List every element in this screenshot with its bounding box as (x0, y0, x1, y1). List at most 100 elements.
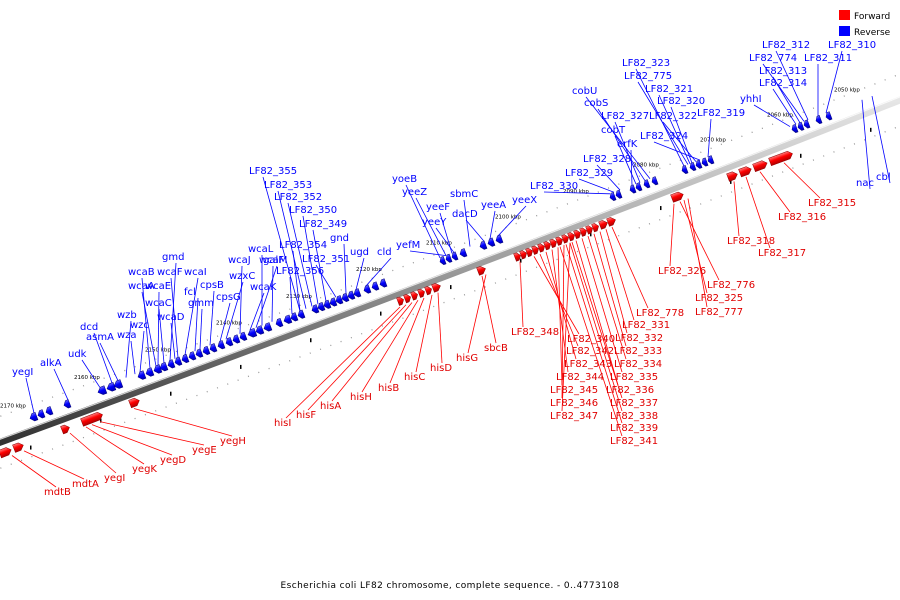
forward-gene-arrow (0, 447, 12, 459)
gene-label: yegI (12, 367, 33, 378)
gene-label: LF82_315 (808, 198, 856, 209)
leader-line (141, 277, 151, 369)
reverse-gene-arrow (495, 234, 504, 244)
gene-label: LF82_347 (550, 411, 598, 422)
forward-gene-arrow (128, 397, 140, 409)
gene-label: LF82_327 (601, 111, 649, 122)
reverse-gene-arrow (247, 327, 258, 338)
gene-label: LF82_775 (624, 71, 672, 82)
reverse-gene-arrow (695, 159, 703, 169)
leader-line (481, 275, 497, 344)
scale-label: 2080 kbp (633, 163, 659, 169)
reverse-gene-arrow (459, 248, 468, 258)
gene-label: LF82_318 (727, 236, 775, 247)
leader-line (825, 50, 843, 114)
leader-line (239, 265, 243, 334)
leader-line (745, 176, 771, 249)
gene-label: yegH (220, 436, 246, 447)
forward-gene-arrow (606, 217, 616, 227)
gene-label: yeeA (481, 200, 506, 211)
gene-label: LF82_335 (610, 372, 658, 383)
reverse-gene-arrow (37, 409, 46, 419)
leader-line (762, 63, 805, 122)
gene-label: yoeB (392, 174, 417, 185)
gene-label: udk (68, 349, 87, 360)
gene-label: LF82_341 (610, 436, 658, 447)
leader-line (707, 118, 712, 158)
forward-gene-arrow (670, 191, 684, 203)
reverse-gene-arrow (181, 353, 190, 364)
leader-line (519, 261, 524, 328)
reverse-gene-arrow (353, 288, 362, 298)
forward-gene-arrow (555, 236, 563, 246)
gene-label: LF82_313 (759, 66, 807, 77)
gene-label: hisA (320, 401, 341, 412)
gene-label: yeeY (422, 217, 447, 228)
leader-line (614, 135, 637, 185)
gene-label: LF82_339 (610, 423, 658, 434)
leader-line (871, 96, 891, 184)
forward-gene-arrow (519, 250, 527, 260)
leader-line (861, 99, 871, 190)
leader-line (569, 242, 623, 412)
reverse-gene-arrow (29, 411, 39, 422)
leader-line (539, 253, 579, 347)
leader-line (343, 243, 347, 294)
leader-line (409, 250, 447, 256)
leader-line (571, 241, 623, 399)
forward-gene-arrow (549, 238, 557, 249)
gene-label: fcl (184, 287, 196, 298)
reverse-gene-arrow (825, 111, 833, 121)
leader-line (637, 81, 689, 165)
scale-label: 2170 kbp (0, 403, 26, 409)
reverse-gene-arrow (635, 182, 643, 192)
reverse-gene-arrow (363, 284, 372, 294)
forward-gene-arrow (476, 266, 486, 276)
gene-label: wcaC (145, 298, 172, 309)
gene-label: LF82_346 (550, 398, 598, 409)
reverse-gene-arrow (445, 253, 453, 263)
gene-label: mdtB (44, 487, 71, 498)
reverse-gene-arrow (167, 359, 176, 369)
forward-gene-arrow (738, 166, 752, 178)
leader-line (91, 424, 173, 456)
leader-line (81, 359, 101, 388)
leader-line (489, 210, 496, 240)
reverse-gene-arrow (815, 115, 823, 125)
reverse-gene-arrow (113, 379, 124, 389)
reverse-gene-arrow (225, 337, 234, 347)
gene-label: erfK (617, 139, 638, 150)
gene-label: LF82_338 (610, 411, 658, 422)
forward-gene-arrow (424, 286, 432, 296)
gene-label: cobU (572, 86, 597, 97)
gene-label: LF82_319 (697, 108, 745, 119)
scale-tick (380, 311, 382, 316)
leader-line (277, 190, 307, 309)
reverse-gene-arrow (329, 297, 338, 307)
reverse-gene-arrow (451, 251, 459, 261)
gene-label: cpsG (216, 292, 241, 303)
forward-gene-arrow (543, 241, 551, 251)
reverse-gene-arrow (797, 121, 805, 131)
leader-line (585, 96, 651, 180)
reverse-gene-arrow (609, 191, 617, 201)
reverse-gene-arrow (153, 364, 163, 374)
reverse-gene-arrow (239, 331, 248, 341)
legend-forward-swatch (839, 10, 850, 20)
gene-label: wcaB (128, 267, 155, 278)
leader-line (289, 276, 293, 315)
forward-gene-arrow (410, 291, 418, 301)
reverse-gene-arrow (283, 314, 293, 324)
leader-line (292, 250, 301, 312)
gene-label: sbcB (484, 343, 508, 354)
legend-reverse-swatch (839, 26, 850, 36)
gene-label: yefM (396, 240, 420, 251)
leader-line (543, 191, 611, 195)
gene-label: ugd (350, 247, 369, 258)
leader-line (405, 184, 441, 259)
leader-line (435, 227, 455, 253)
leader-line (605, 229, 635, 321)
gene-label: LF82_776 (707, 280, 755, 291)
reverse-gene-arrow (106, 381, 117, 392)
